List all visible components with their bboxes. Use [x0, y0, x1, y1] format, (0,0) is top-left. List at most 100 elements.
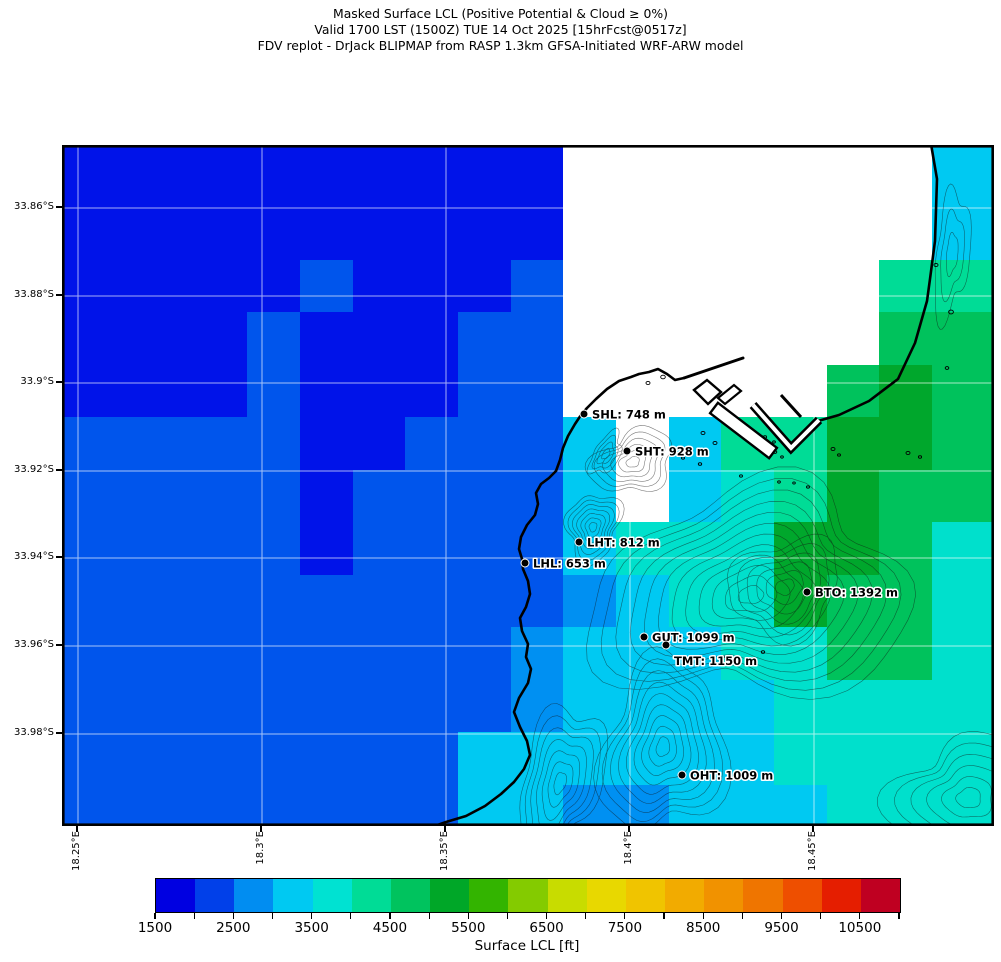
- lcl-cell: [89, 680, 142, 732]
- coastline-layer: [433, 146, 939, 825]
- terrain-contour-line: [600, 478, 902, 691]
- colorbar-segment: [351, 879, 391, 912]
- terrain-contour-line: [586, 466, 917, 700]
- lcl-cell: [353, 417, 405, 470]
- colorbar-tick-mark: [741, 912, 743, 919]
- lcl-cell: [879, 522, 932, 575]
- terrain-contour-line: [648, 725, 677, 767]
- title-line-3: FDV replot - DrJack BLIPMAP from RASP 1.…: [257, 38, 744, 53]
- colorbar-segment: [508, 879, 548, 912]
- lcl-cell: [142, 575, 195, 627]
- lcl-cell: [353, 575, 405, 627]
- lcl-cell: [63, 208, 89, 260]
- lcl-cell: [405, 470, 458, 522]
- colorbar-segment: [821, 879, 861, 912]
- terrain-contour-line: [685, 544, 818, 638]
- terrain-contour-line: [934, 183, 972, 330]
- lat-tick-mark: [56, 469, 62, 471]
- islet-mark: [660, 374, 666, 380]
- harbour-pier: [682, 356, 745, 380]
- lcl-cell: [405, 575, 458, 627]
- terrain-contour-line: [746, 552, 822, 625]
- terrain-contour-line: [615, 489, 888, 682]
- lcl-cell: [195, 522, 247, 575]
- terrain-contour-line: [775, 578, 795, 596]
- lcl-cell: [458, 680, 511, 732]
- lcl-cell: [142, 785, 195, 825]
- colorbar-tick-mark: [663, 912, 665, 919]
- lcl-cell: [247, 732, 300, 785]
- terrain-contour-line: [629, 500, 873, 673]
- islet-marks-layer: [645, 262, 954, 659]
- terrain-contour-line: [610, 444, 653, 478]
- lcl-cell: [563, 208, 616, 260]
- islet-mark: [806, 485, 810, 489]
- waypoint-label-LHL: LHL: 653 m: [533, 557, 606, 571]
- lcl-cell: [827, 680, 879, 732]
- lcl-cell: [458, 312, 511, 365]
- lcl-cell: [63, 470, 89, 522]
- colorbar-segment: [860, 879, 900, 912]
- colorbar-tick-mark: [506, 912, 508, 919]
- lcl-cell: [932, 417, 993, 470]
- islet-mark: [780, 455, 784, 459]
- lcl-cell: [669, 680, 721, 732]
- colorbar-tick-label: 4500: [372, 920, 408, 936]
- waypoint-dot-BTO: [802, 587, 812, 597]
- lcl-cell: [353, 365, 405, 417]
- terrain-contour-line: [643, 512, 859, 664]
- lcl-cell: [195, 312, 247, 365]
- lon-tick-mark: [812, 825, 814, 832]
- lat-tick-label: 33.88°S: [14, 289, 54, 300]
- islet-mark: [700, 430, 706, 436]
- lcl-cell: [63, 627, 89, 680]
- lcl-cell: [932, 470, 993, 522]
- lcl-cell: [616, 260, 669, 312]
- lcl-cell: [932, 575, 993, 627]
- waypoint-dot-LHT: [574, 537, 584, 547]
- lcl-cell: [353, 627, 405, 680]
- lcl-cell: [63, 260, 89, 312]
- lcl-cell: [563, 260, 616, 312]
- colorbar-tick-mark: [232, 912, 234, 919]
- lcl-cell: [879, 732, 932, 785]
- lcl-cell: [89, 312, 142, 365]
- lcl-cell: [300, 627, 353, 680]
- lcl-cell: [89, 208, 142, 260]
- terrain-contour-line: [698, 554, 804, 630]
- colorbar-tick-mark: [859, 912, 861, 919]
- colorbar-tick-mark: [428, 912, 430, 919]
- lcl-cell: [247, 312, 300, 365]
- lcl-cell: [458, 146, 511, 208]
- harbour-jetty: [779, 393, 803, 419]
- colorbar-segment: [390, 879, 431, 912]
- lcl-cell: [669, 312, 721, 365]
- harbour-structures-layer: [682, 356, 823, 460]
- lcl-cell: [195, 417, 247, 470]
- lon-tick-label: 18.4°E: [623, 831, 634, 865]
- lcl-cell: [405, 627, 458, 680]
- lcl-cell: [932, 146, 993, 208]
- terrain-contour-line: [567, 499, 620, 562]
- lcl-cell: [195, 208, 247, 260]
- lat-tick-mark: [56, 381, 62, 383]
- colorbar-tick-mark: [389, 912, 391, 919]
- lcl-cell: [195, 470, 247, 522]
- waypoint-dot-OHT: [677, 770, 687, 780]
- lcl-cell: [458, 208, 511, 260]
- lcl-cell: [721, 470, 774, 522]
- colorbar-segment: [625, 879, 666, 912]
- harbour-quay: [716, 383, 743, 406]
- lat-tick-mark: [56, 644, 62, 646]
- colorbar-tick-label: 10500: [838, 920, 882, 936]
- lcl-cell: [616, 146, 669, 208]
- terrain-contour-line: [910, 753, 993, 825]
- lcl-cell: [669, 470, 721, 522]
- terrain-contour-line: [941, 776, 992, 818]
- lcl-cell: [405, 260, 458, 312]
- colorbar-tick-mark: [545, 912, 548, 919]
- lat-tick-label: 33.86°S: [14, 201, 54, 212]
- terrain-contour-line: [877, 731, 993, 825]
- lcl-cell: [247, 522, 300, 575]
